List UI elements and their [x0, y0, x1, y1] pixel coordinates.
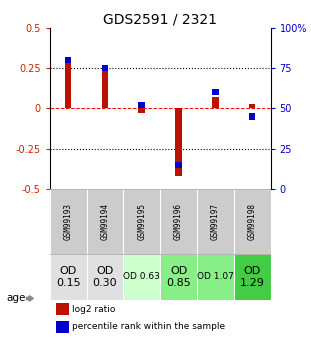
Text: OD
1.29: OD 1.29: [240, 266, 265, 287]
Text: percentile rank within the sample: percentile rank within the sample: [72, 323, 225, 332]
Bar: [102, 68, 108, 108]
Bar: [65, 57, 72, 63]
Bar: [86, 254, 123, 300]
Bar: [212, 97, 219, 108]
Bar: [249, 113, 255, 120]
Bar: [123, 189, 160, 254]
Bar: [160, 189, 197, 254]
Bar: [197, 189, 234, 254]
Bar: [234, 254, 271, 300]
Text: GSM99194: GSM99194: [100, 203, 109, 240]
Text: GSM99193: GSM99193: [64, 203, 73, 240]
Text: OD
0.85: OD 0.85: [166, 266, 191, 287]
Bar: [65, 60, 72, 108]
Bar: [138, 102, 145, 108]
Bar: [175, 162, 182, 168]
Bar: [175, 108, 182, 176]
Text: OD 1.07: OD 1.07: [197, 272, 234, 281]
Bar: [234, 189, 271, 254]
Text: OD
0.30: OD 0.30: [93, 266, 117, 287]
Bar: [50, 254, 86, 300]
Title: GDS2591 / 2321: GDS2591 / 2321: [103, 12, 217, 27]
Bar: [249, 104, 255, 108]
Bar: [50, 189, 86, 254]
Bar: [138, 108, 145, 113]
Bar: [56, 303, 68, 315]
Text: GSM99198: GSM99198: [248, 203, 257, 240]
Bar: [123, 254, 160, 300]
Bar: [86, 189, 123, 254]
Text: log2 ratio: log2 ratio: [72, 305, 115, 314]
Bar: [160, 254, 197, 300]
Bar: [212, 89, 219, 96]
Text: OD
0.15: OD 0.15: [56, 266, 81, 287]
Bar: [102, 65, 108, 71]
Bar: [197, 254, 234, 300]
Text: GSM99195: GSM99195: [137, 203, 146, 240]
Text: age: age: [6, 294, 26, 303]
Bar: [56, 321, 68, 333]
Text: GSM99196: GSM99196: [174, 203, 183, 240]
Text: OD 0.63: OD 0.63: [123, 272, 160, 281]
Text: GSM99197: GSM99197: [211, 203, 220, 240]
